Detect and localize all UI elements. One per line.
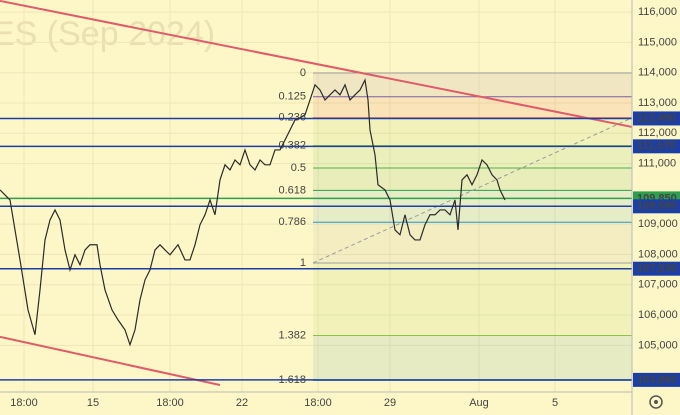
y-tick-label: 112,000	[638, 127, 677, 139]
y-tick-label: 106,000	[638, 309, 678, 321]
fib-label: 0	[300, 67, 306, 79]
fib-band	[313, 222, 632, 263]
y-tick-label: 107,000	[638, 279, 678, 291]
price-label: 107,530	[637, 263, 677, 275]
y-tick-label: 111,000	[638, 157, 676, 169]
price-line	[0, 78, 506, 347]
gear[interactable]	[649, 395, 663, 409]
x-tick-label: 15	[87, 397, 99, 409]
fib-band	[313, 117, 632, 146]
gear-center[interactable]	[654, 400, 658, 404]
fib-label: 0.786	[278, 216, 306, 228]
fib-label: 0.5	[291, 162, 306, 174]
x-tick-label: 18:00	[156, 397, 184, 409]
settings-icon[interactable]	[649, 395, 663, 409]
fib-band	[313, 262, 632, 336]
price-label-box	[633, 199, 680, 214]
watermark: ES (Sep 2024)	[0, 15, 215, 53]
x-tick-label: 22	[236, 397, 248, 409]
x-tick-label: 18:00	[304, 397, 332, 409]
y-tick-label: 108,000	[638, 248, 678, 260]
fib-label: 1.382	[278, 329, 306, 341]
price-label-box	[633, 372, 680, 387]
trendline	[0, 0, 633, 128]
y-tick-label: 116,000	[638, 6, 677, 18]
y-tick-label: 109,000	[638, 218, 678, 230]
fib-label: 0.382	[278, 139, 306, 151]
trendline	[312, 117, 633, 264]
y-tick-label: 115,000	[638, 36, 677, 48]
x-tick-label: 18:00	[10, 397, 38, 409]
price-label: 112,490	[637, 112, 676, 124]
fib-band	[313, 73, 632, 97]
fib-band	[313, 145, 632, 168]
y-tick-label: 105,000	[638, 339, 678, 351]
price-label-box	[633, 111, 680, 126]
fib-label: 1	[300, 257, 306, 269]
x-tick-label: Aug	[469, 397, 489, 409]
price-label: 103,860	[637, 374, 677, 386]
fib-band	[313, 96, 632, 118]
fib-label: 0.125	[278, 91, 306, 103]
price-label-box	[633, 139, 680, 154]
trendline	[0, 335, 221, 387]
fib-band	[313, 167, 632, 191]
price-label-box	[633, 261, 680, 276]
x-tick-label: 5	[552, 397, 558, 409]
fib-band	[313, 335, 632, 381]
price-label: 111,570	[637, 140, 676, 152]
y-tick-label: 114,000	[638, 67, 677, 79]
y-tick-label: 113,000	[638, 97, 677, 109]
x-tick-label: 29	[384, 397, 396, 409]
price-label: 109,590	[637, 200, 677, 212]
fib-label: 0.618	[278, 184, 306, 196]
